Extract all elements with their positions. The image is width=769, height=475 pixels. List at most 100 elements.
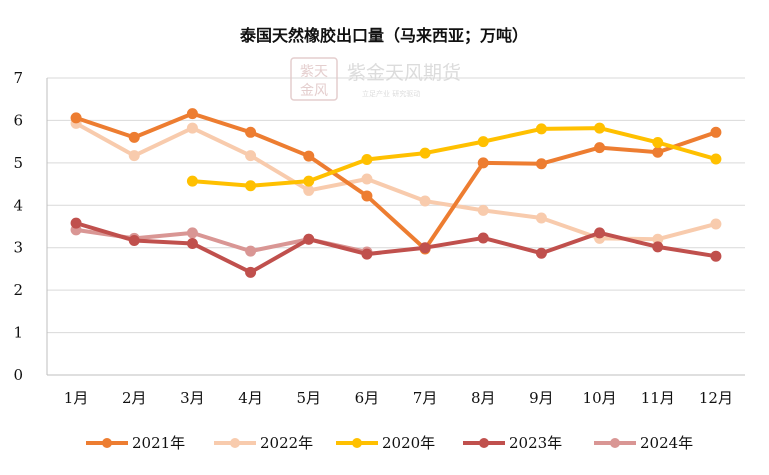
data-point <box>303 150 315 162</box>
data-point <box>535 158 547 170</box>
data-point <box>652 146 664 158</box>
data-point <box>710 250 722 262</box>
data-point <box>245 126 257 138</box>
legend-swatch-marker <box>352 438 362 448</box>
data-point <box>186 108 198 120</box>
x-tick-label: 12月 <box>699 389 733 407</box>
data-point <box>419 195 431 207</box>
legend-label: 2024年 <box>640 434 693 452</box>
data-point <box>535 123 547 135</box>
y-tick-label: 4 <box>13 196 23 214</box>
data-point <box>361 190 373 202</box>
legend-swatch-marker <box>610 438 620 448</box>
y-tick-label: 2 <box>13 281 23 299</box>
y-tick-label: 1 <box>13 324 23 342</box>
data-point <box>245 150 257 162</box>
data-point <box>477 204 489 216</box>
watermark-slogan: 立足产业 研究驱动 <box>362 89 420 98</box>
data-point <box>70 217 82 229</box>
data-point <box>594 227 606 239</box>
x-tick-label: 2月 <box>122 389 147 407</box>
legend-label: 2021年 <box>132 434 185 452</box>
series-2023年 <box>70 217 722 278</box>
x-tick-label: 10月 <box>583 389 617 407</box>
x-tick-label: 8月 <box>471 389 496 407</box>
watermark: 紫天 金风 紫金天风期货 立足产业 研究驱动 <box>290 57 461 101</box>
series-2022年 <box>70 117 722 245</box>
data-point <box>419 147 431 159</box>
data-point <box>710 126 722 138</box>
data-point <box>652 136 664 148</box>
data-point <box>535 212 547 224</box>
data-point <box>303 184 315 196</box>
legend-swatch-marker <box>102 438 112 448</box>
x-tick-label: 11月 <box>641 389 675 407</box>
data-point <box>361 248 373 260</box>
data-point <box>128 235 140 247</box>
series-2021年 <box>70 108 722 255</box>
watermark-seal <box>290 57 338 101</box>
x-tick-label: 1月 <box>64 389 89 407</box>
chart-title: 泰国天然橡胶出口量（马来西亚；万吨） <box>239 26 528 45</box>
data-point <box>186 122 198 134</box>
legend-item: 2020年 <box>336 434 435 452</box>
data-point <box>186 175 198 187</box>
data-point <box>477 232 489 244</box>
data-point <box>128 131 140 143</box>
y-tick-label: 0 <box>13 366 23 384</box>
data-point <box>245 266 257 278</box>
series-line <box>190 126 718 188</box>
data-point <box>594 122 606 134</box>
series-line <box>74 221 718 275</box>
data-point <box>361 153 373 165</box>
y-tick-label: 3 <box>13 239 23 257</box>
data-point <box>594 142 606 154</box>
data-point <box>710 218 722 230</box>
data-point <box>303 175 315 187</box>
data-point <box>186 227 198 239</box>
data-point <box>303 233 315 245</box>
legend-item: 2023年 <box>463 434 562 452</box>
legend-item: 2022年 <box>214 434 313 452</box>
data-point <box>245 245 257 257</box>
x-tick-label: 4月 <box>238 389 263 407</box>
watermark-seal-bottom: 金风 <box>300 83 328 99</box>
gridlines <box>47 77 745 334</box>
data-point <box>186 237 198 249</box>
legend-swatch-marker <box>479 438 489 448</box>
series-2024年 <box>70 224 373 258</box>
series-line <box>74 121 718 242</box>
data-point <box>419 242 431 254</box>
legend-item: 2024年 <box>594 434 693 452</box>
y-tick-labels: 0 1 2 3 4 5 6 7 <box>13 69 23 384</box>
data-point <box>652 241 664 253</box>
legend-label: 2023年 <box>509 434 562 452</box>
data-point <box>128 150 140 162</box>
legend-label: 2022年 <box>260 434 313 452</box>
y-tick-label: 7 <box>13 69 23 87</box>
data-point <box>245 180 257 192</box>
y-tick-label: 6 <box>13 111 23 129</box>
watermark-logo-text: 紫金天风期货 <box>347 62 461 84</box>
x-tick-label: 7月 <box>413 389 438 407</box>
y-tick-label: 5 <box>13 154 23 172</box>
watermark-seal-top: 紫天 <box>300 64 328 80</box>
data-point <box>361 173 373 185</box>
x-tick-label: 5月 <box>296 389 321 407</box>
axes <box>46 78 745 376</box>
x-tick-labels: 1月 2月 3月 4月 5月 6月 7月 8月 9月 10月 11月 12月 <box>64 389 733 407</box>
legend-label: 2020年 <box>382 434 435 452</box>
series-line <box>74 111 718 251</box>
series-layer <box>70 108 722 278</box>
x-tick-label: 9月 <box>529 389 554 407</box>
data-point <box>710 153 722 165</box>
legend-item: 2021年 <box>86 434 185 452</box>
data-point <box>535 247 547 259</box>
data-point <box>70 112 82 124</box>
series-2020年 <box>186 122 722 192</box>
x-tick-label: 3月 <box>180 389 205 407</box>
x-tick-label: 6月 <box>355 389 380 407</box>
data-point <box>477 136 489 148</box>
